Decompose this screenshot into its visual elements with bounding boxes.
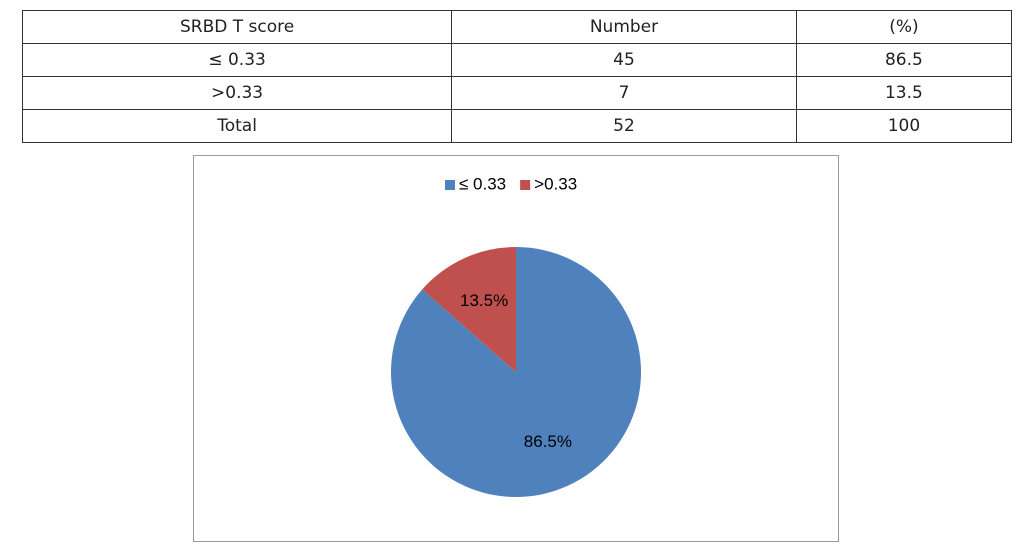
table-row: >0.33 7 13.5 bbox=[21, 76, 1013, 110]
data-label: 13.5% bbox=[460, 291, 508, 310]
pie-slice bbox=[391, 247, 641, 498]
chart: ≤ 0.33 >0.33 86.5% 13.5% bbox=[193, 155, 839, 542]
table-cell: 13.5 bbox=[795, 76, 1013, 110]
header-cell: SRBD T score bbox=[21, 10, 453, 44]
data-table: SRBD T score Number (%) ≤ 0.33 45 86.5 >0.33 7… bbox=[21, 10, 1013, 143]
data-label: 86.5% bbox=[524, 432, 572, 451]
legend-label: >0.33 bbox=[534, 174, 577, 193]
pie-slice bbox=[422, 247, 516, 372]
table-cell: 45 bbox=[451, 43, 797, 77]
legend-swatch bbox=[445, 180, 455, 190]
table-cell: 86.5 bbox=[795, 43, 1013, 77]
header-row: SRBD T score Number (%) bbox=[21, 10, 1013, 44]
table-cell: 7 bbox=[451, 76, 797, 110]
legend-swatch bbox=[520, 180, 531, 190]
table-row: Total 52 100 bbox=[21, 109, 1013, 143]
legend-label: ≤ 0.33 bbox=[459, 174, 506, 193]
table-body: ≤ 0.33 45 86.5 >0.33 7 13.5 Total 52 100 bbox=[21, 43, 1013, 143]
header-cell: Number bbox=[451, 10, 797, 44]
header-cell: (%) bbox=[795, 10, 1013, 44]
table-cell: ≤ 0.33 bbox=[21, 43, 453, 77]
table-cell: Total bbox=[21, 109, 453, 143]
table-cell: 100 bbox=[795, 109, 1013, 143]
table-row: ≤ 0.33 45 86.5 bbox=[21, 43, 1013, 77]
table-cell: 52 bbox=[451, 109, 797, 143]
table-cell: >0.33 bbox=[21, 76, 453, 110]
